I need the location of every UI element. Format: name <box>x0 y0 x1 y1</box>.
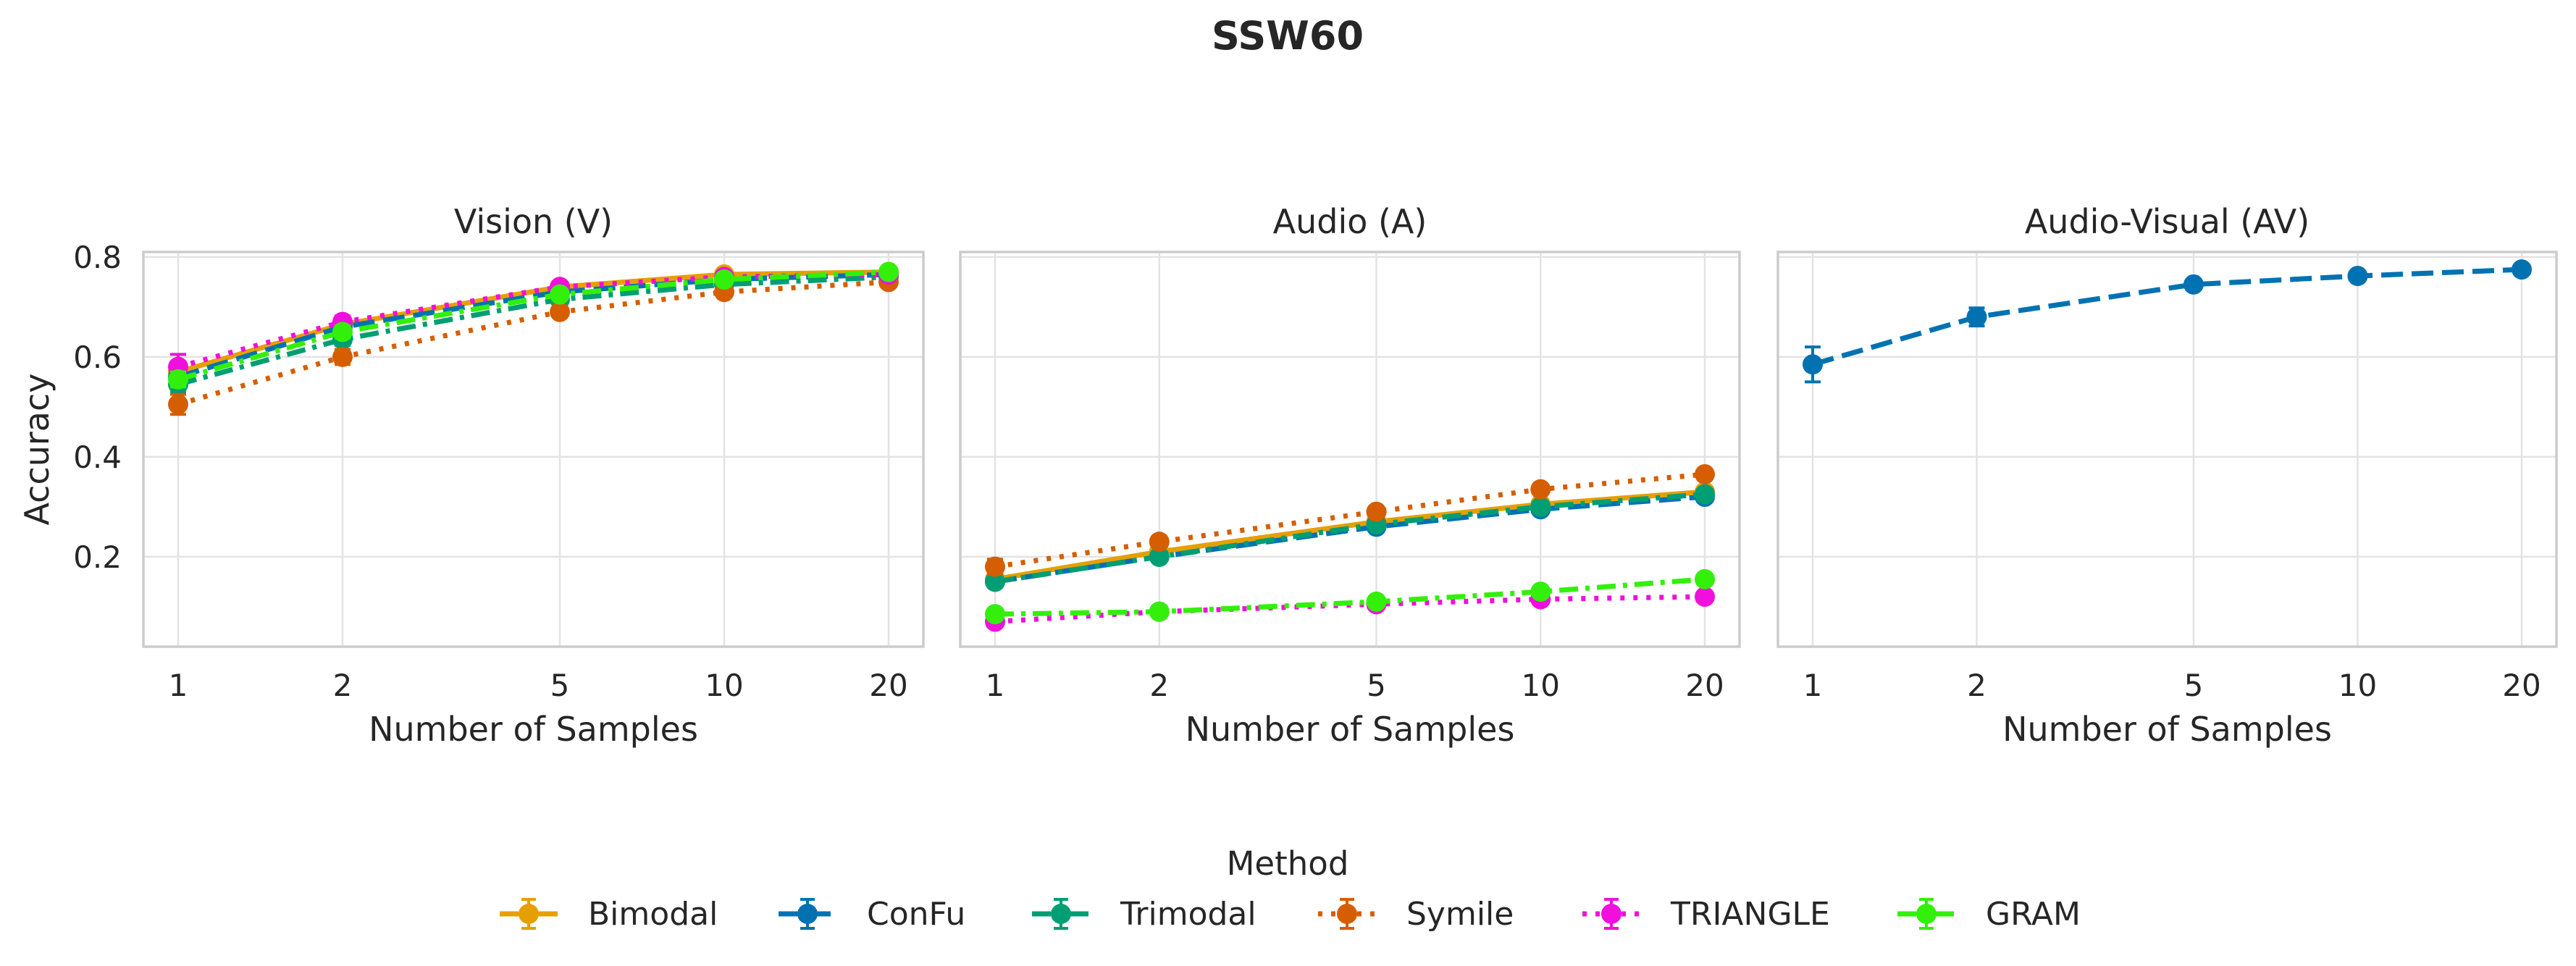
x-tick-label: 10 <box>2338 668 2377 703</box>
series-gram <box>168 261 899 390</box>
plot-frame <box>1776 251 2558 648</box>
legend-marker <box>1337 904 1357 924</box>
plot-area <box>143 252 923 647</box>
plot-area <box>960 252 1740 647</box>
series-symile <box>985 463 1715 577</box>
legend-label: ConFu <box>867 896 965 933</box>
x-tick-label: 20 <box>869 668 907 703</box>
x-tick-label: 20 <box>1685 668 1724 703</box>
figure-title: SSW60 <box>1212 13 1364 59</box>
data-point <box>1366 591 1387 612</box>
data-point <box>878 261 899 282</box>
data-point <box>168 394 188 415</box>
data-point <box>332 322 353 343</box>
legend-marker <box>1601 904 1621 924</box>
legend-label: Symile <box>1406 896 1514 933</box>
x-tick-label: 5 <box>2184 668 2204 703</box>
x-tick-label: 2 <box>1149 668 1169 703</box>
data-point <box>1803 354 1823 375</box>
data-point <box>985 604 1005 625</box>
x-tick-label: 5 <box>1367 668 1386 703</box>
panel-title: Audio-Visual (AV) <box>2025 202 2309 241</box>
legend-item-trimodal: Trimodal <box>1032 896 1256 933</box>
y-tick-label: 0.4 <box>73 440 122 475</box>
legend-label: TRIANGLE <box>1670 896 1830 933</box>
legend-label: Bimodal <box>588 896 718 933</box>
y-tick-label: 0.6 <box>73 340 122 375</box>
x-tick-label: 1 <box>986 668 1005 703</box>
data-point <box>1695 463 1715 484</box>
legend-item-triangle: TRIANGLE <box>1582 896 1830 933</box>
legend-item-symile: Symile <box>1318 896 1514 933</box>
data-point <box>1530 496 1551 517</box>
data-point <box>1149 601 1170 622</box>
legend-marker <box>519 904 539 924</box>
data-point <box>550 301 571 322</box>
data-point <box>1966 306 1987 327</box>
data-point <box>332 346 353 367</box>
x-tick-label: 1 <box>1803 668 1823 703</box>
x-axis-label: Number of Samples <box>369 710 698 749</box>
x-axis-label: Number of Samples <box>1186 710 1515 749</box>
x-axis-label: Number of Samples <box>2002 710 2332 749</box>
data-point <box>2512 259 2532 280</box>
legend-label: Trimodal <box>1120 896 1256 933</box>
y-tick-label: 0.2 <box>73 539 122 575</box>
data-point <box>2347 266 2368 287</box>
x-tick-label: 1 <box>169 668 188 703</box>
legend-marker <box>797 904 818 924</box>
legend-title: Method <box>1227 844 1349 883</box>
legend-items: Bimodal ConFu Trimodal Symile TRIANGLE GRAM <box>500 896 2081 933</box>
series-confu <box>1803 259 2532 384</box>
data-point <box>1366 501 1387 522</box>
legend-item-confu: ConFu <box>779 896 965 933</box>
panel-2: 1 2 5 10 20 Audio (A) Number of Samples <box>959 202 1741 749</box>
panel-1: 1 2 5 10 20 0.2 0.4 0.6 0.8 Vision (V) Number of S… <box>17 202 925 749</box>
legend-label: GRAM <box>1986 896 2081 933</box>
series-line <box>1812 266 2522 367</box>
y-axis-label: Accuracy <box>17 373 56 525</box>
x-tick-label: 2 <box>1967 668 1986 703</box>
y-tick-label: 0.8 <box>73 240 122 275</box>
legend-marker <box>1916 904 1937 924</box>
data-point <box>1695 568 1715 589</box>
panel-title: Audio (A) <box>1273 202 1427 241</box>
panel-3: 1 2 5 10 20 Audio-Visual (AV) Number of Sample… <box>1776 202 2558 749</box>
x-tick-label: 20 <box>2502 668 2541 703</box>
plot-area <box>1778 252 2556 647</box>
data-point <box>1530 581 1551 602</box>
x-tick-label: 2 <box>333 668 353 703</box>
panels: 1 2 5 10 20 0.2 0.4 0.6 0.8 Vision (V) Number of S… <box>17 202 2558 749</box>
series-gram <box>985 568 1715 625</box>
data-point <box>714 269 735 290</box>
data-point <box>1149 546 1170 567</box>
data-point <box>168 369 188 390</box>
series-trimodal <box>985 484 1715 592</box>
data-point <box>2183 274 2204 295</box>
data-point <box>1695 587 1715 608</box>
plot-frame <box>142 251 925 648</box>
x-tick-label: 10 <box>1522 668 1560 703</box>
plot-frame <box>959 251 1741 648</box>
data-point <box>1530 479 1551 500</box>
x-tick-label: 10 <box>705 668 743 703</box>
legend-marker <box>1051 904 1071 924</box>
data-point <box>1695 484 1715 505</box>
legend-item-gram: GRAM <box>1897 896 2081 933</box>
data-point <box>1149 532 1170 553</box>
x-tick-label: 5 <box>550 668 570 703</box>
data-point <box>550 284 571 305</box>
panel-title: Vision (V) <box>454 202 613 241</box>
data-point <box>985 571 1005 592</box>
legend: Method Bimodal ConFu Trimodal Symile TRIANGL… <box>500 844 2081 933</box>
legend-item-bimodal: Bimodal <box>500 896 718 933</box>
data-point <box>985 556 1005 577</box>
